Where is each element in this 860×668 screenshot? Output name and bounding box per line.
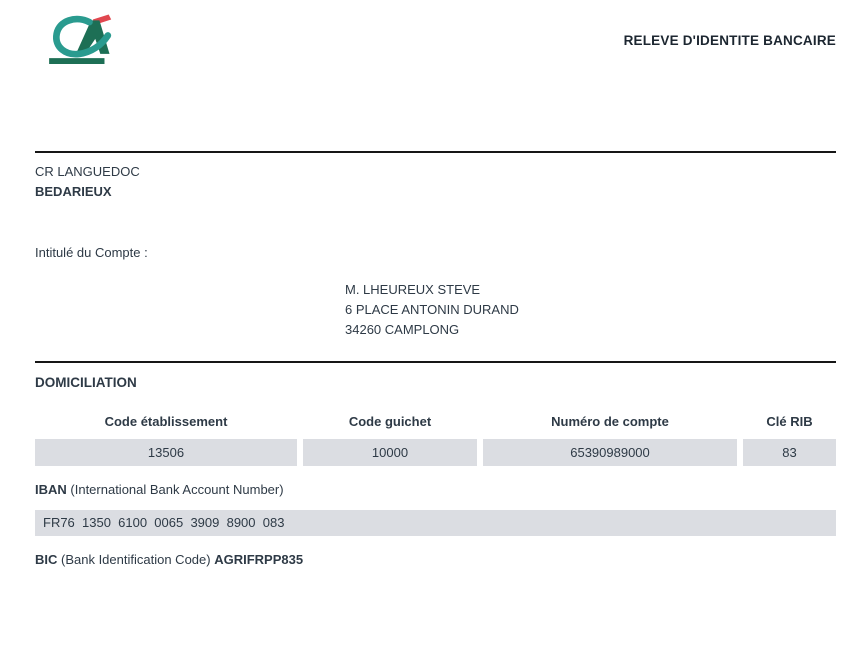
iban-label: IBAN bbox=[35, 482, 67, 497]
value-cle-rib: 83 bbox=[743, 439, 836, 466]
table-header-row: Code établissement Code guichet Numéro d… bbox=[35, 412, 836, 439]
column-header-code-guichet: Code guichet bbox=[348, 414, 432, 429]
value-code-guichet: 10000 bbox=[303, 439, 477, 466]
account-holder-label: Intitulé du Compte : bbox=[35, 245, 148, 260]
domiciliation-title: DOMICILIATION bbox=[35, 375, 137, 390]
logo-underline-bar bbox=[49, 58, 105, 64]
bic-value: AGRIFRPP835 bbox=[214, 552, 304, 567]
iban-label-line: IBAN (International Bank Account Number) bbox=[35, 482, 284, 497]
column-header-numero-de-compte: Numéro de compte bbox=[551, 414, 669, 429]
horizontal-rule-domiciliation bbox=[35, 361, 836, 363]
credit-agricole-logo bbox=[49, 14, 112, 64]
document-title: RELEVE D'IDENTITE BANCAIRE bbox=[623, 33, 836, 48]
column-header-code-etablissement: Code établissement bbox=[104, 414, 228, 429]
logo-letter-c-swoosh bbox=[53, 15, 112, 58]
bic-line: BIC (Bank Identification Code) AGRIFRPP8… bbox=[35, 552, 303, 567]
iban-description: (International Bank Account Number) bbox=[66, 482, 284, 497]
value-code-etablissement: 13506 bbox=[35, 439, 297, 466]
horizontal-rule-top bbox=[35, 151, 836, 153]
bank-block: CR LANGUEDOC BEDARIEUX bbox=[35, 162, 140, 202]
iban-value-bar: FR76 1350 6100 0065 3909 8900 083 bbox=[35, 510, 836, 536]
bic-label: BIC bbox=[35, 552, 58, 567]
bank-name: CR LANGUEDOC bbox=[35, 164, 140, 179]
address-line: 6 PLACE ANTONIN DURAND bbox=[345, 302, 519, 317]
bic-description: (Bank Identification Code) bbox=[57, 552, 215, 567]
column-header-cle-rib: Clé RIB bbox=[766, 414, 813, 429]
domiciliation-table: Code établissement Code guichet Numéro d… bbox=[35, 412, 836, 466]
value-numero-de-compte: 65390989000 bbox=[483, 439, 737, 466]
account-holder-address: M. LHEUREUX STEVE 6 PLACE ANTONIN DURAND… bbox=[345, 280, 519, 340]
address-line: M. LHEUREUX STEVE bbox=[345, 282, 481, 297]
address-line: 34260 CAMPLONG bbox=[345, 322, 460, 337]
bank-branch: BEDARIEUX bbox=[35, 184, 112, 199]
table-value-row: 13506 10000 65390989000 83 bbox=[35, 439, 836, 466]
